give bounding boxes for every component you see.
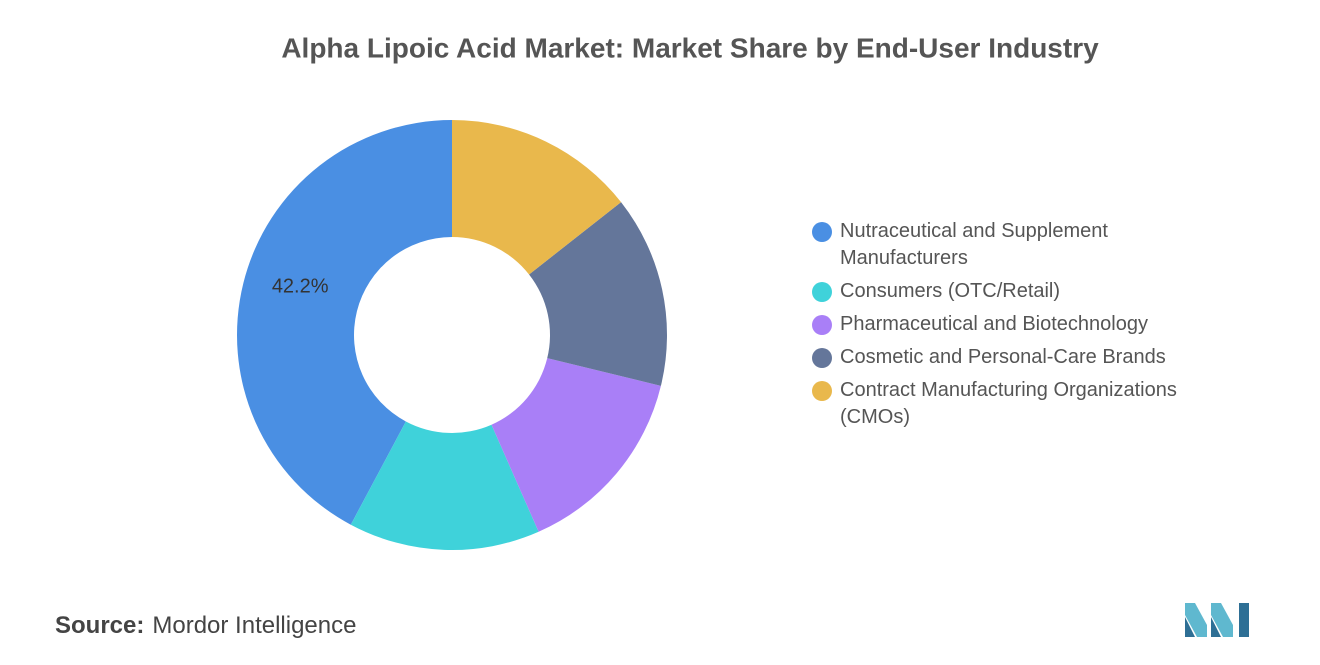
legend-swatch xyxy=(812,381,832,401)
legend-item: Consumers (OTC/Retail) xyxy=(812,278,1232,305)
legend-label: Pharmaceutical and Biotechnology xyxy=(840,313,1148,335)
donut-slice xyxy=(452,120,622,275)
source: Source: Mordor Intelligence xyxy=(55,612,356,640)
legend-item: Contract Manufacturing Organizations (CM… xyxy=(812,377,1232,431)
chart-title: Alpha Lipoic Acid Market: Market Share b… xyxy=(281,32,1099,63)
legend-swatch xyxy=(812,222,832,242)
legend-label: Contract Manufacturing Organizations (CM… xyxy=(840,379,1177,428)
source-label: Source: xyxy=(55,612,145,639)
legend-swatch xyxy=(812,348,832,368)
legend-swatch xyxy=(812,315,832,335)
data-label: 42.2% xyxy=(272,275,329,297)
legend-label: Nutraceutical and Supplement Manufacture… xyxy=(840,220,1108,269)
logo xyxy=(1185,603,1249,637)
legend-item: Pharmaceutical and Biotechnology xyxy=(812,311,1232,338)
legend-swatch xyxy=(812,282,832,302)
donut-slice xyxy=(350,421,539,550)
legend-label: Cosmetic and Personal-Care Brands xyxy=(840,346,1166,368)
source-text: Mordor Intelligence xyxy=(152,612,357,639)
legend: Nutraceutical and Supplement Manufacture… xyxy=(812,218,1232,437)
donut-slice xyxy=(491,358,661,532)
donut-slice xyxy=(529,202,667,386)
legend-label: Consumers (OTC/Retail) xyxy=(840,280,1061,302)
legend-item: Nutraceutical and Supplement Manufacture… xyxy=(812,218,1232,272)
donut-slice xyxy=(236,120,452,525)
legend-item: Cosmetic and Personal-Care Brands xyxy=(812,344,1232,371)
